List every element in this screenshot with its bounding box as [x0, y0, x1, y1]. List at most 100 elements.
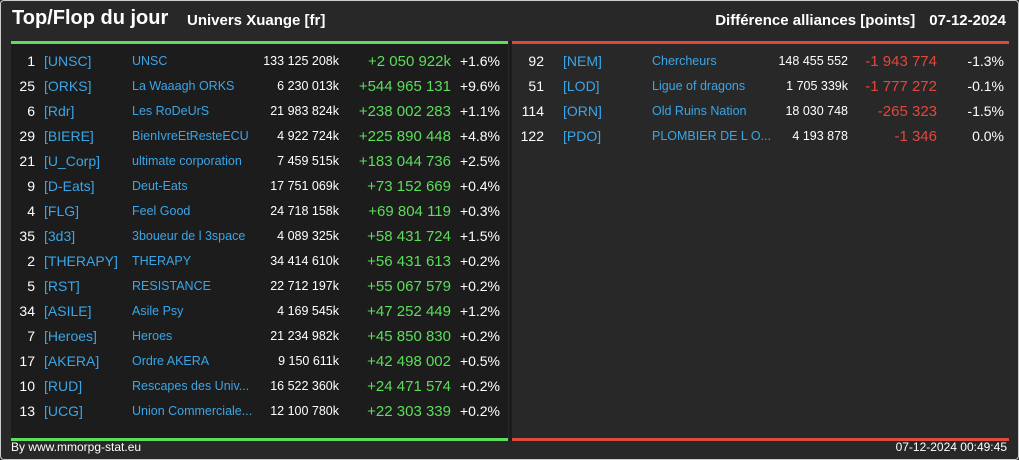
percent-cell: +0.2% [459, 378, 500, 394]
rank-cell: 10 [19, 378, 35, 394]
alliance-name-link[interactable]: PLOMBIER DE L O... [652, 129, 772, 143]
top-row: 10 [RUD] Rescapes des Univ... 16 522 360k +2… [11, 374, 508, 399]
alliance-tag-link[interactable]: [AKERA] [44, 353, 100, 369]
alliance-name-link[interactable]: Feel Good [132, 204, 191, 218]
rank-cell: 35 [19, 228, 35, 244]
points-cell: 4 922 724k [277, 129, 339, 143]
alliance-name-link[interactable]: Ligue of dragons [652, 79, 746, 93]
points-cell: 12 100 780k [270, 404, 339, 418]
alliance-name-link[interactable]: Les RoDeUrS [132, 104, 210, 118]
top-row: 7 [Heroes] Heroes 21 234 982k +45 850 830 +0.… [11, 324, 508, 349]
diff-cell: +238 002 283 [358, 103, 451, 120]
percent-cell: +9.6% [459, 78, 500, 94]
diff-cell: +73 152 669 [367, 178, 451, 195]
alliance-tag-link[interactable]: [ASILE] [44, 303, 92, 319]
percent-cell: +0.5% [459, 353, 500, 369]
alliance-tag-link[interactable]: [LOD] [563, 78, 600, 94]
diff-cell: +69 804 119 [368, 203, 451, 220]
rank-cell: 122 [520, 128, 544, 144]
top-row: 21 [U_Corp] ultimate corporation 7 459 515k… [11, 149, 508, 174]
alliance-tag-link[interactable]: [ORKS] [44, 78, 92, 94]
points-cell: 7 459 515k [277, 154, 339, 168]
alliance-tag-link[interactable]: [FLG] [44, 203, 80, 219]
percent-cell: -1.3% [967, 53, 1004, 69]
date-label: 07-12-2024 [929, 12, 1006, 29]
percent-cell: +0.4% [459, 178, 500, 194]
alliance-name-link[interactable]: BienIvreEtResteECU [132, 129, 249, 143]
diff-cell: -1 777 272 [865, 78, 937, 95]
rank-cell: 13 [19, 403, 35, 419]
rank-cell: 29 [19, 128, 35, 144]
alliance-tag-link[interactable]: [D-Eats] [44, 178, 95, 194]
alliance-name-link[interactable]: RESISTANCE [132, 279, 211, 293]
metric-label: Différence alliances [points] [715, 12, 916, 29]
alliance-tag-link[interactable]: [U_Corp] [44, 153, 101, 169]
top-row: 34 [ASILE] Asile Psy 4 169 545k +47 252 449 +… [11, 299, 508, 324]
diff-cell: +42 498 002 [367, 353, 451, 370]
alliance-name-link[interactable]: ultimate corporation [132, 154, 242, 168]
alliance-tag-link[interactable]: [3d3] [44, 228, 76, 244]
top-row: 4 [FLG] Feel Good 24 718 158k +69 804 119 +0.… [11, 199, 508, 224]
rank-cell: 7 [27, 328, 35, 344]
percent-cell: +1.6% [459, 53, 500, 69]
rank-cell: 34 [19, 303, 35, 319]
percent-cell: +0.2% [459, 253, 500, 269]
alliance-name-link[interactable]: Chercheurs [652, 54, 717, 68]
diff-cell: +24 471 574 [367, 378, 451, 395]
header: Top/Flop du jour Univers Xuange [fr] Dif… [1, 1, 1018, 41]
diff-cell: -1 346 [894, 128, 937, 145]
percent-cell: +0.3% [459, 203, 500, 219]
alliance-name-link[interactable]: Asile Psy [132, 304, 184, 318]
rank-cell: 17 [19, 353, 35, 369]
points-cell: 9 150 611k [278, 354, 339, 368]
flop-row: 51 [LOD] Ligue of dragons 1 705 339k -1 777 … [512, 74, 1009, 99]
alliance-tag-link[interactable]: [Rdr] [44, 103, 75, 119]
footer-timestamp: 07-12-2024 00:49:45 [895, 440, 1007, 454]
alliance-tag-link[interactable]: [ORN] [563, 103, 602, 119]
points-cell: 18 030 748 [785, 104, 848, 118]
diff-cell: +47 252 449 [367, 303, 451, 320]
alliance-name-link[interactable]: UNSC [132, 54, 168, 68]
top-row: 1 [UNSC] UNSC 133 125 208k +2 050 922k +1.6% [11, 49, 508, 74]
top-row: 6 [Rdr] Les RoDeUrS 21 983 824k +238 002 283… [11, 99, 508, 124]
rank-cell: 21 [19, 153, 35, 169]
alliance-tag-link[interactable]: [UCG] [44, 403, 83, 419]
rank-cell: 4 [27, 203, 35, 219]
alliance-tag-link[interactable]: [RST] [44, 278, 80, 294]
alliance-tag-link[interactable]: [THERAPY] [44, 253, 118, 269]
percent-cell: -0.1% [967, 78, 1004, 94]
alliance-name-link[interactable]: Rescapes des Univ... [132, 379, 250, 393]
percent-cell: +1.1% [459, 103, 500, 119]
alliance-name-link[interactable]: THERAPY [132, 254, 192, 268]
percent-cell: +0.2% [459, 403, 500, 419]
alliance-tag-link[interactable]: [UNSC] [44, 53, 92, 69]
alliance-tag-link[interactable]: [PDO] [563, 128, 602, 144]
alliance-name-link[interactable]: La Waaagh ORKS [132, 79, 235, 93]
diff-cell: +58 431 724 [367, 228, 451, 245]
top-row: 25 [ORKS] La Waaagh ORKS 6 230 013k +544 965… [11, 74, 508, 99]
alliance-tag-link[interactable]: [RUD] [44, 378, 83, 394]
top-row: 13 [UCG] Union Commerciale... 12 100 780k +2… [11, 399, 508, 424]
rank-cell: 51 [528, 78, 544, 94]
rank-cell: 114 [521, 103, 544, 119]
points-cell: 34 414 610k [270, 254, 339, 268]
alliance-name-link[interactable]: Heroes [132, 329, 173, 343]
diff-cell: -1 943 774 [865, 53, 937, 70]
alliance-tag-link[interactable]: [Heroes] [44, 328, 97, 344]
source-credit: By www.mmorpg-stat.eu [11, 440, 142, 454]
alliance-name-link[interactable]: 3boueur de l 3space [132, 229, 246, 243]
diff-cell: +22 303 339 [367, 403, 451, 420]
top-row: 5 [RST] RESISTANCE 22 712 197k +55 067 579 +0… [11, 274, 508, 299]
alliance-tag-link[interactable]: [BIERE] [44, 128, 94, 144]
header-right: Différence alliances [points] 07-12-2024 [701, 12, 1006, 29]
rank-cell: 2 [27, 253, 35, 269]
alliance-name-link[interactable]: Union Commerciale... [132, 404, 253, 418]
alliance-tag-link[interactable]: [NEM] [563, 53, 602, 69]
alliance-name-link[interactable]: Deut-Eats [132, 179, 188, 193]
percent-cell: 0.0% [972, 128, 1004, 144]
alliance-name-link[interactable]: Ordre AKERA [132, 354, 210, 368]
alliance-name-link[interactable]: Old Ruins Nation [652, 104, 747, 118]
points-cell: 6 230 013k [277, 79, 339, 93]
rank-cell: 1 [27, 53, 35, 69]
